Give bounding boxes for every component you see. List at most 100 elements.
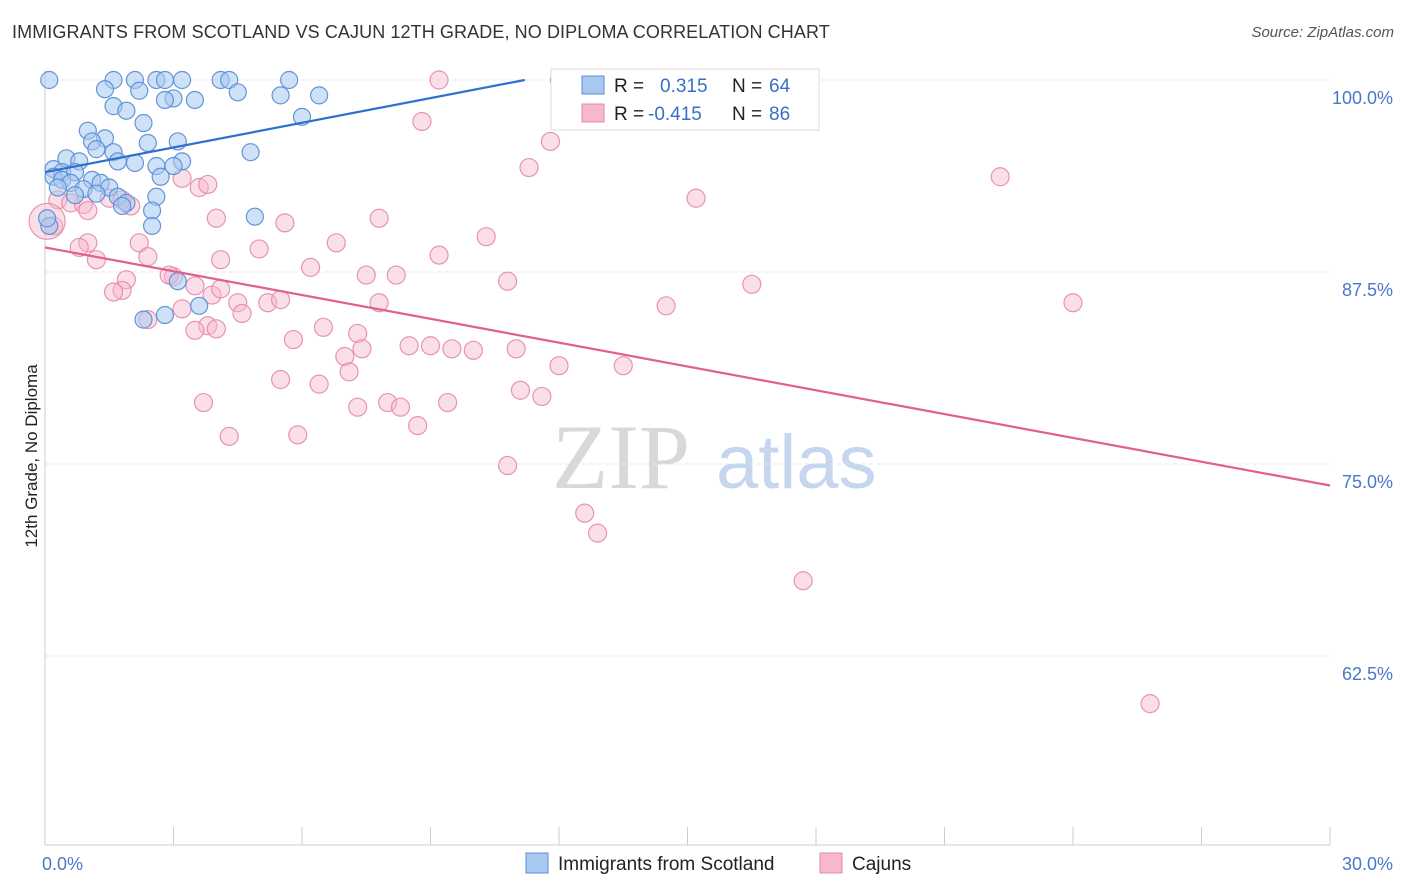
watermark: ZIP atlas xyxy=(552,406,877,508)
scotland-point xyxy=(155,70,175,90)
cajun-point xyxy=(429,70,449,90)
cajun-point xyxy=(532,386,552,407)
cajun-point xyxy=(270,369,291,390)
x-tick-label-min: 0.0% xyxy=(42,854,83,874)
stats-legend: R = 0.315 N = 64 R = -0.415 N = 86 xyxy=(550,68,820,131)
watermark-atlas: atlas xyxy=(716,420,877,505)
cajun-point xyxy=(510,380,531,400)
cajun-point xyxy=(399,336,419,356)
cajun-point xyxy=(206,208,226,228)
scotland-point xyxy=(95,80,115,99)
legend-n-label-scotland: N = xyxy=(732,76,762,97)
cajun-point xyxy=(138,247,158,267)
cajun-point xyxy=(390,397,411,417)
cajun-point xyxy=(356,265,376,285)
cajun-point xyxy=(793,571,813,591)
y-tick-label: 87.5% xyxy=(1342,280,1393,300)
cajun-point xyxy=(249,239,269,259)
cajun-point xyxy=(348,323,368,344)
legend-r-scotland: 0.315 xyxy=(660,76,708,97)
cajun-points xyxy=(28,70,1160,714)
y-tick-label: 75.0% xyxy=(1342,472,1393,492)
y-axis-title: 12th Grade, No Diploma xyxy=(22,364,41,548)
legend-n-cajun: 86 xyxy=(769,104,790,125)
scotland-point xyxy=(155,90,175,110)
cajun-point xyxy=(549,356,569,376)
scotland-trend-line xyxy=(44,78,525,174)
cajun-point xyxy=(412,111,432,132)
cajun-point xyxy=(686,188,706,208)
scotland-point xyxy=(130,81,149,100)
cajun-point xyxy=(656,296,676,316)
cajun-point xyxy=(313,317,334,337)
cajun-point xyxy=(540,131,561,152)
cajun-point xyxy=(335,346,355,367)
scotland-point xyxy=(310,86,329,105)
bottom-legend-swatch-scotland xyxy=(525,852,549,874)
cajun-point xyxy=(116,270,136,290)
cajun-point xyxy=(463,340,483,360)
cajun-point xyxy=(283,329,304,350)
cajun-point xyxy=(506,339,526,359)
scotland-point xyxy=(241,143,260,162)
cajun-point xyxy=(420,336,441,356)
cajun-point xyxy=(78,233,98,253)
cajun-point xyxy=(369,293,389,313)
scotland-point xyxy=(108,152,127,171)
scotland-point xyxy=(220,70,239,90)
watermark-zip: ZIP xyxy=(552,406,690,508)
cajun-point xyxy=(352,339,372,359)
cajun-point xyxy=(103,282,124,302)
cajun-point xyxy=(309,374,329,394)
cajun-point xyxy=(185,320,205,340)
cajun-point xyxy=(288,425,308,445)
cajun-point xyxy=(86,250,107,270)
cajun-point xyxy=(575,503,595,523)
scotland-point xyxy=(271,86,290,105)
scotland-point xyxy=(155,305,175,325)
scotland-point xyxy=(65,186,85,205)
cajun-point xyxy=(129,233,149,253)
scotland-points xyxy=(38,70,569,329)
scotland-point xyxy=(190,296,209,315)
y-tick-label: 62.5% xyxy=(1342,664,1393,684)
cajun-point xyxy=(348,397,368,417)
cajun-point xyxy=(211,250,231,270)
cajun-point xyxy=(211,279,231,299)
legend-r-cajun: -0.415 xyxy=(648,104,702,125)
cajun-point xyxy=(339,362,359,382)
scotland-point xyxy=(280,70,299,90)
cajun-point xyxy=(219,426,239,446)
cajun-point xyxy=(300,257,321,277)
scotland-point xyxy=(164,156,183,176)
legend-r-label-cajun: R = xyxy=(614,104,644,125)
cajun-point xyxy=(369,208,389,228)
cajun-point xyxy=(1063,293,1083,313)
cajun-point xyxy=(326,233,346,253)
scotland-point xyxy=(134,310,153,329)
legend-swatch-scotland xyxy=(581,75,605,95)
cajun-point xyxy=(275,213,295,233)
scotland-point xyxy=(40,70,59,90)
cajun-point xyxy=(429,245,449,265)
gridlines xyxy=(45,79,1330,657)
scotland-point xyxy=(38,209,57,228)
scotland-point xyxy=(48,178,67,197)
legend-n-label-cajun: N = xyxy=(732,104,762,125)
cajun-point xyxy=(498,455,518,476)
source-credit: Source: ZipAtlas.com xyxy=(1251,24,1394,41)
scotland-point xyxy=(117,101,136,120)
trend-lines xyxy=(44,78,1331,487)
scotland-point xyxy=(112,196,132,216)
cajun-point xyxy=(228,293,248,313)
scotland-point xyxy=(142,216,162,236)
cajun-point xyxy=(172,299,192,319)
series-legend: Immigrants from Scotland Cajuns xyxy=(525,852,911,875)
cajun-point xyxy=(386,265,406,285)
cajun-point xyxy=(185,276,205,296)
x-tick-label-max: 30.0% xyxy=(1342,854,1393,874)
scotland-point xyxy=(245,207,264,226)
cajun-trend-line xyxy=(44,246,1331,487)
scotland-point xyxy=(87,184,106,203)
